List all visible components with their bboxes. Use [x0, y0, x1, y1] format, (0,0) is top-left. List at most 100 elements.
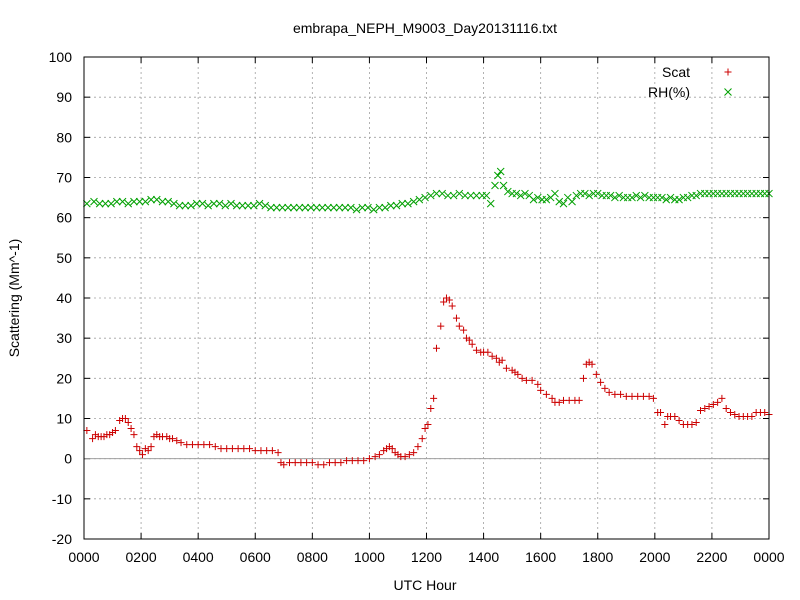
- scat-point: [492, 354, 500, 362]
- y-tick-label: -20: [52, 531, 72, 547]
- scat-point: [718, 394, 726, 402]
- rh-point: [461, 191, 469, 200]
- rh-point: [244, 201, 252, 210]
- scat-point: [421, 425, 429, 433]
- y-tick-label: 10: [56, 411, 72, 427]
- scat-point: [455, 322, 463, 330]
- scat-point: [675, 417, 683, 425]
- scat-point: [418, 435, 426, 443]
- rh-point: [559, 199, 568, 208]
- rh-point: [398, 199, 407, 208]
- rh-point: [640, 191, 649, 200]
- rh-point: [455, 189, 464, 198]
- rh-point: [301, 203, 310, 212]
- scat-point: [320, 461, 328, 469]
- scat-point: [308, 459, 316, 467]
- scat-point: [445, 296, 453, 304]
- scat-point: [177, 439, 185, 447]
- scat-point: [697, 406, 704, 414]
- scat-point: [714, 398, 722, 406]
- rh-point: [636, 193, 645, 202]
- rh-point: [347, 203, 355, 212]
- rh-point: [152, 195, 161, 204]
- legend: Scat RH(%): [648, 64, 732, 100]
- y-tick-label: 0: [64, 451, 72, 467]
- rh-point: [158, 197, 167, 206]
- scat-point: [592, 370, 600, 378]
- rh-point: [210, 199, 218, 208]
- rh-point: [112, 197, 121, 206]
- rh-point: [606, 191, 615, 200]
- rh-point: [170, 199, 178, 208]
- rh-point: [284, 203, 292, 212]
- legend-entry-rh: RH(%): [648, 84, 732, 100]
- scat-point: [83, 427, 91, 435]
- y-tick-label: 30: [56, 330, 72, 346]
- rh-point: [516, 191, 525, 200]
- rh-point: [101, 199, 110, 208]
- rh-point: [227, 199, 235, 208]
- rh-point: [494, 171, 502, 180]
- rh-point: [666, 193, 675, 202]
- rh-point: [521, 189, 529, 198]
- rh-point: [503, 187, 512, 196]
- scat-point: [410, 449, 418, 457]
- tick-labels: -20 -10 0 10 20 30 40 50 60 70 80 90 100 0000 0200 0400…: [49, 49, 785, 565]
- scat-point: [437, 322, 445, 330]
- x-tick-label: 1600: [525, 549, 556, 565]
- rh-point: [352, 205, 361, 214]
- rh-point: [289, 203, 298, 212]
- rh-point: [324, 203, 332, 212]
- scat-point: [136, 447, 144, 455]
- rh-point: [369, 205, 378, 214]
- rh-point: [585, 191, 594, 200]
- scat-point: [388, 445, 396, 453]
- rh-point: [90, 197, 98, 206]
- x-tick-label: 1400: [468, 549, 499, 565]
- rh-point: [675, 195, 683, 204]
- scat-point: [671, 412, 679, 420]
- scat-point: [488, 352, 496, 360]
- series-scat: [83, 294, 773, 469]
- scat-point: [89, 435, 97, 443]
- rh-point: [238, 201, 247, 210]
- scat-point: [460, 326, 468, 334]
- scat-point: [360, 457, 368, 465]
- rh-point: [358, 203, 367, 212]
- scat-point: [432, 344, 440, 352]
- legend-label-scat: Scat: [662, 64, 690, 80]
- rh-point: [432, 189, 441, 198]
- rh-point: [658, 193, 666, 202]
- scat-point: [548, 394, 556, 402]
- scat-point: [731, 410, 739, 418]
- x-tick-label: 2000: [639, 549, 670, 565]
- rh-point: [615, 191, 624, 200]
- rh-point: [415, 195, 424, 204]
- rh-point: [232, 201, 241, 210]
- rh-point: [438, 189, 447, 198]
- rh-point: [542, 195, 551, 204]
- scat-point: [206, 441, 214, 449]
- x-tick-label: 0400: [183, 549, 214, 565]
- rh-point: [551, 189, 559, 198]
- legend-marker-point: [724, 68, 732, 76]
- scat-point: [405, 451, 413, 459]
- scat-point: [709, 400, 717, 408]
- plot-frame: [83, 56, 770, 540]
- rh-point: [466, 191, 475, 200]
- y-tick-label: 90: [56, 89, 72, 105]
- rh-point: [392, 201, 401, 210]
- scat-point: [502, 364, 510, 372]
- scat-point: [124, 419, 132, 427]
- y-tick-label: 20: [56, 370, 72, 386]
- scat-point: [761, 408, 769, 416]
- rh-point: [312, 203, 321, 212]
- x-axis-label: UTC Hour: [393, 577, 456, 593]
- rh-point: [130, 197, 138, 206]
- rh-point: [491, 181, 499, 190]
- scat-point: [726, 408, 734, 416]
- y-tick-label: -10: [52, 491, 72, 507]
- legend-entry-scat: Scat: [662, 64, 732, 80]
- legend-marker-rh: [724, 88, 732, 96]
- rh-point: [215, 199, 224, 208]
